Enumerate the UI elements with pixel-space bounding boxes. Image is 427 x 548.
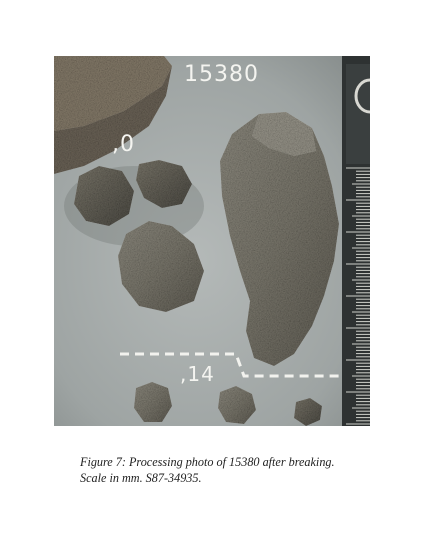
processing-photo: 15380 ,0 ,14: [54, 56, 370, 426]
split-label-14: ,14: [180, 362, 215, 386]
fragment-rock-4: [134, 382, 172, 422]
dashed-divider: [120, 352, 344, 378]
caption-line-2: Scale in mm. S87-34935.: [80, 471, 202, 485]
scale-bar: [342, 56, 370, 426]
scale-ticks: [346, 167, 370, 425]
fragment-rock-3: [118, 221, 204, 312]
sample-number-label: 15380: [184, 62, 259, 87]
main-rock-15380: [220, 112, 339, 366]
fragment-rock-5: [218, 386, 256, 424]
fragment-rock-6: [294, 398, 322, 426]
photo-illustration: [54, 56, 370, 426]
caption-line-1: Figure 7: Processing photo of 15380 afte…: [80, 455, 335, 469]
figure-caption: Figure 7: Processing photo of 15380 afte…: [80, 454, 400, 486]
split-label-0: ,0: [112, 132, 135, 157]
fragment-rock-2: [136, 160, 192, 208]
fragment-rock-1: [74, 166, 134, 226]
